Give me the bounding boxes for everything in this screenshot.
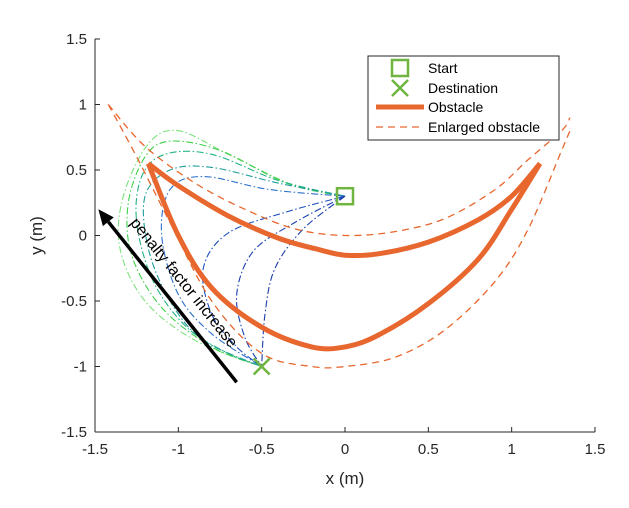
obstacle-upper-curve — [146, 161, 542, 259]
y-tick-label: 1.5 — [66, 31, 87, 48]
trajectory-path-2 — [126, 140, 346, 368]
obstacle-lower-curve — [145, 162, 543, 352]
legend-box — [367, 55, 560, 141]
x-tick-label: -1 — [172, 441, 185, 458]
annotation-arrowhead — [98, 209, 114, 227]
legend-label-2: Destination — [428, 80, 498, 96]
x-axis-label: x (m) — [326, 469, 365, 488]
legend-destination-symbol — [391, 79, 409, 97]
y-tick-label: -1.5 — [61, 424, 87, 441]
x-tick-label: 1 — [507, 441, 515, 458]
trajectory-path-4 — [142, 165, 346, 368]
trajectory-path-6 — [202, 195, 346, 367]
destination-marker-stroke-2 — [252, 357, 271, 376]
start-marker — [335, 186, 355, 206]
x-tick-label: -1.5 — [82, 441, 108, 458]
y-axis-label: y (m) — [27, 216, 46, 255]
x-tick-label: 0 — [341, 441, 349, 458]
y-tick-label: -1 — [74, 359, 87, 376]
trajectory-path-7 — [235, 195, 346, 367]
enlarged-obstacle-curve-1 — [107, 104, 571, 237]
legend: Start Destination Obstacle Enlarged obstacl… — [367, 55, 560, 141]
legend-label-1: Start — [428, 60, 458, 76]
destination-marker — [252, 357, 271, 376]
axes-layer: -1.5 -1 -0.5 0 0.5 1 1.5 -1.5 -1 -0.5 0 0.5 1 1.5 x (m… — [27, 31, 605, 488]
markers-layer — [252, 186, 355, 376]
legend-destination-stroke-2 — [391, 79, 409, 97]
annotation-arrow-shaft — [106, 220, 239, 384]
obstacle-layer — [107, 104, 571, 369]
x-tick-label: 1.5 — [585, 441, 606, 458]
x-tick-label: 0.5 — [418, 441, 439, 458]
legend-label-3: Obstacle — [428, 99, 483, 115]
x-tick-label: -0.5 — [249, 441, 275, 458]
y-tick-label: 0 — [79, 228, 87, 245]
y-tick-label: 1 — [79, 97, 87, 114]
y-tick-label: -0.5 — [61, 293, 87, 310]
trajectory-path-5 — [160, 175, 346, 367]
legend-label-4: Enlarged obstacle — [428, 119, 540, 135]
legend-start-symbol — [390, 58, 410, 78]
y-tick-label: 0.5 — [66, 162, 87, 179]
